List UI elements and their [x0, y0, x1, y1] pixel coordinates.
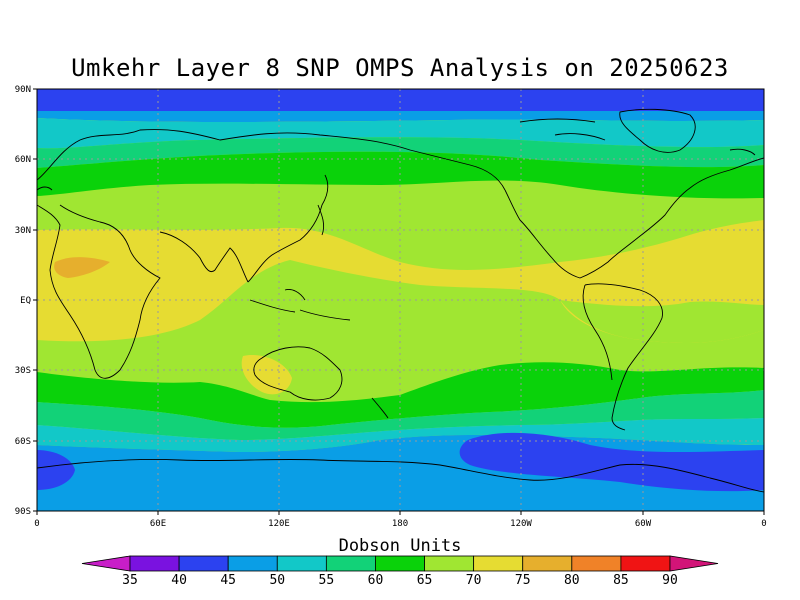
lon-label-120e: 120E — [268, 519, 290, 529]
band-cyan-north — [37, 118, 764, 149]
lat-label-60s: 60S — [15, 437, 31, 447]
lat-label-90n: 90N — [15, 85, 31, 95]
colorbar-label: Dobson Units — [338, 536, 462, 556]
band-deep-blue-south-west — [37, 450, 75, 490]
lon-label-180: 180 — [392, 519, 408, 529]
coastlines — [37, 108, 764, 493]
lat-label-90s: 90S — [15, 507, 31, 517]
lon-label-120w: 120W — [510, 519, 532, 529]
lon-label-0-west: 0 — [34, 519, 39, 529]
band-teal-north — [37, 137, 764, 168]
lat-label-eq: EQ — [20, 296, 31, 306]
lat-label-30n: 30N — [15, 226, 31, 236]
lon-label-60e: 60E — [150, 519, 166, 529]
band-orange-hotspot — [54, 257, 110, 278]
band-teal-south — [37, 390, 764, 440]
lon-label-60w: 60W — [635, 519, 652, 529]
lon-label-0-east: 0 — [761, 519, 766, 529]
band-green-north — [37, 151, 764, 199]
grid-lines — [37, 89, 764, 511]
map-title: Umkehr Layer 8 SNP OMPS Analysis on 2025… — [71, 54, 729, 82]
band-blue-north — [37, 111, 764, 122]
band-light-green-east-south — [560, 300, 764, 343]
lat-label-30s: 30S — [15, 366, 31, 376]
band-cyan-south — [37, 418, 764, 452]
lat-label-60n: 60N — [15, 155, 31, 165]
band-deep-blue-south-east — [459, 432, 764, 492]
band-deep-blue-north — [37, 89, 764, 111]
